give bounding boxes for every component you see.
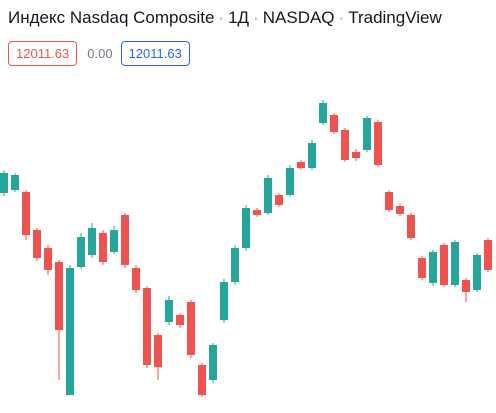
candle-body [110,230,118,252]
candle-body [396,206,404,214]
candle-body [198,365,206,395]
candle-body [319,103,327,123]
candle-body [440,245,448,285]
candle-body [253,210,261,215]
candle-body [418,258,426,278]
candle-body [22,192,30,235]
title-part: 1Д [228,8,250,27]
candle-body [176,315,184,325]
candle-body [88,228,96,255]
candle-body [308,143,316,168]
candle-body [11,175,19,190]
title: Индекс Nasdaq Composite · 1Д · NASDAQ · Tradin… [8,8,442,27]
candle-body [165,300,173,322]
candle-body [407,215,415,238]
candle-body [286,168,294,195]
candle-body [242,208,250,248]
candle-body [473,255,481,290]
candle-body [33,230,41,258]
candle-body [429,252,437,283]
title-part: NASDAQ [262,8,335,27]
candle-body [374,122,382,165]
candle-body [99,233,107,262]
candle-body [187,302,195,355]
candle-body [77,237,85,267]
candle-body [297,162,305,168]
candle-body [132,268,140,290]
candle-body [44,248,52,270]
candle-body [220,282,228,320]
candle-body [484,240,492,270]
candle-body [0,173,8,193]
candle-body [209,345,217,380]
candle-body [330,115,338,132]
candle-body [385,192,393,210]
candle-body [66,268,74,395]
candle-body [154,335,162,367]
candle-body [55,262,63,330]
candle-body [451,242,459,285]
candle-body [462,280,470,292]
candle-body [121,215,129,265]
title-part: TradingView [348,8,442,27]
candle-body [275,195,283,205]
candle-body [143,288,151,365]
legend: 12011.63 0.00 12011.63 [8,41,190,66]
candle-body [231,248,239,282]
candle-body [264,178,272,213]
candle-body [341,130,349,160]
candle-body [352,152,360,158]
candle-body [363,118,371,150]
change: 0.00 [87,46,113,61]
price: 12011.63 [120,41,190,66]
open-price: 12011.63 [8,41,78,66]
title-part: Индекс Nasdaq Composite [8,8,215,27]
